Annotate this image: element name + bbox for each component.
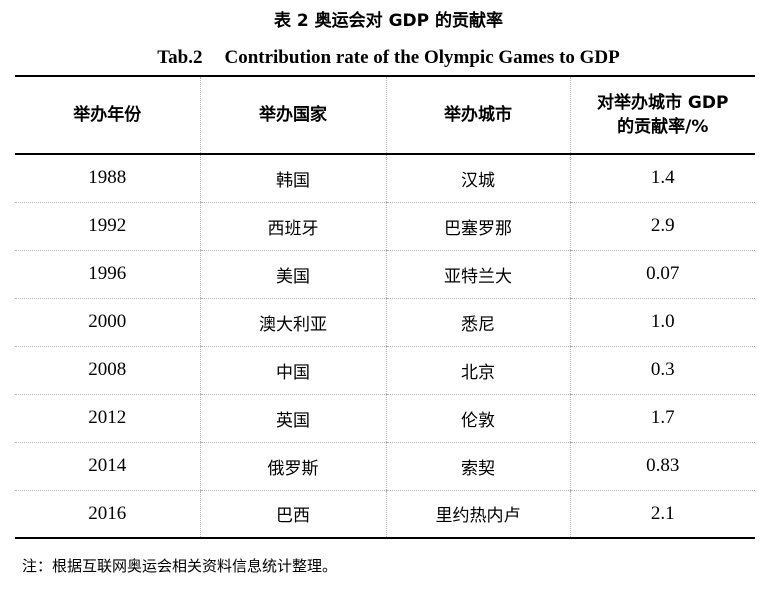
cell-year: 2000 xyxy=(15,298,200,347)
cell-gdp-rate: 0.07 xyxy=(569,250,755,299)
cell-country: 中国 xyxy=(199,346,386,395)
cell-country: 西班牙 xyxy=(199,202,386,251)
table-title-cn: 表 2 奥运会对 GDP 的贡献率 xyxy=(273,11,504,31)
header-year: 举办年份 xyxy=(15,75,200,155)
table-row: 1992 西班牙 巴塞罗那 2.9 xyxy=(15,202,755,251)
table-row: 1996 美国 亚特兰大 0.07 xyxy=(15,250,755,299)
cell-city: 亚特兰大 xyxy=(385,250,570,299)
cell-year: 2016 xyxy=(15,490,200,539)
cell-country: 美国 xyxy=(199,250,386,299)
header-city: 举办城市 xyxy=(385,75,570,155)
table-row: 2014 俄罗斯 索契 0.83 xyxy=(15,442,755,491)
cell-country: 英国 xyxy=(199,394,386,443)
cell-year: 1988 xyxy=(15,154,200,203)
header-gdp-line2: 的贡献率/% xyxy=(617,117,709,137)
cell-city: 悉尼 xyxy=(385,298,570,347)
header-gdp-line1: 对举办城市 GDP xyxy=(597,93,729,113)
cell-country: 俄罗斯 xyxy=(199,442,386,491)
table-row: 2008 中国 北京 0.3 xyxy=(15,346,755,395)
cell-city: 北京 xyxy=(385,346,570,395)
cell-city: 汉城 xyxy=(385,154,570,203)
cell-year: 1996 xyxy=(15,250,200,299)
table-row: 1988 韩国 汉城 1.4 xyxy=(15,154,755,203)
table-label-en: Tab.2 xyxy=(157,47,203,68)
cell-city: 索契 xyxy=(385,442,570,491)
cell-year: 2012 xyxy=(15,394,200,443)
cell-year: 1992 xyxy=(15,202,200,251)
cell-gdp-rate: 0.3 xyxy=(569,346,755,395)
table-row: 2000 澳大利亚 悉尼 1.0 xyxy=(15,298,755,347)
table-header-row: 举办年份 举办国家 举办城市 对举办城市 GDP 的贡献率/% xyxy=(15,75,755,155)
table-row: 2016 巴西 里约热内卢 2.1 xyxy=(15,490,755,539)
cell-country: 韩国 xyxy=(199,154,386,203)
cell-gdp-rate: 1.7 xyxy=(569,394,755,443)
table-row: 2012 英国 伦敦 1.7 xyxy=(15,394,755,443)
table-caption-en: Contribution rate of the Olympic Games t… xyxy=(224,47,620,68)
cell-gdp-rate: 2.1 xyxy=(569,490,755,539)
table-title-en: Tab.2 Contribution rate of the Olympic Ga… xyxy=(0,47,777,69)
cell-gdp-rate: 0.83 xyxy=(569,442,755,491)
header-gdp-contribution: 对举办城市 GDP 的贡献率/% xyxy=(569,75,755,155)
cell-gdp-rate: 1.0 xyxy=(569,298,755,347)
table-note: 注：根据互联网奥运会相关资料信息统计整理。 xyxy=(22,557,338,575)
cell-year: 2014 xyxy=(15,442,200,491)
cell-city: 伦敦 xyxy=(385,394,570,443)
cell-country: 澳大利亚 xyxy=(199,298,386,347)
cell-gdp-rate: 2.9 xyxy=(569,202,755,251)
cell-city: 巴塞罗那 xyxy=(385,202,570,251)
cell-gdp-rate: 1.4 xyxy=(569,154,755,203)
cell-country: 巴西 xyxy=(199,490,386,539)
olympics-gdp-table: 举办年份 举办国家 举办城市 对举办城市 GDP 的贡献率/% 1988 韩国 汉… xyxy=(15,75,755,539)
cell-city: 里约热内卢 xyxy=(385,490,570,539)
cell-year: 2008 xyxy=(15,346,200,395)
header-country: 举办国家 xyxy=(199,75,386,155)
